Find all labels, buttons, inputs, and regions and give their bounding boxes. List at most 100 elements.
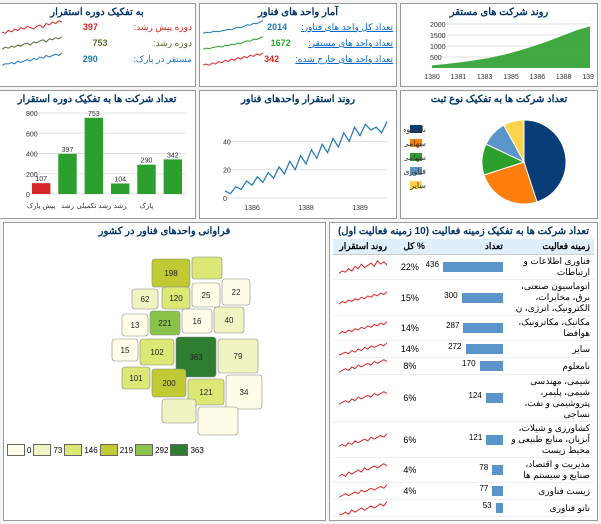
legend-item: 73 bbox=[33, 444, 62, 456]
svg-text:102: 102 bbox=[150, 348, 164, 357]
svg-text:فناوری: فناوری bbox=[404, 167, 426, 176]
svg-text:1380: 1380 bbox=[424, 74, 440, 80]
cell-field: شیمی، مهندسی شیمی، پلیمر، پتروشیمی و نفت… bbox=[507, 375, 594, 422]
choropleth-map: 1986212025221322116401510236379101200121… bbox=[92, 239, 322, 439]
svg-text:600: 600 bbox=[26, 131, 38, 138]
svg-text:رشد: رشد bbox=[114, 203, 127, 210]
svg-text:رشد تکمیلی: رشد تکمیلی bbox=[76, 202, 111, 210]
bar-chart: 0200400600800107پیش پارک397رشد753رشد تکم… bbox=[2, 107, 192, 212]
legend-item: 292 bbox=[135, 444, 168, 456]
svg-text:22: 22 bbox=[231, 288, 240, 297]
map-legend: 073146219292363 bbox=[7, 444, 322, 456]
table-row[interactable]: کشاورزی و شیلات، آبزیان، منابع طبیعی و م… bbox=[333, 422, 594, 458]
legend-item: 219 bbox=[100, 444, 133, 456]
stat-value: 1672 bbox=[271, 38, 301, 48]
trend-chart: 5001000150020001380138113831385138613881… bbox=[404, 20, 594, 80]
col-field: زمینه فعالیت bbox=[507, 239, 594, 255]
panel-activity: تعداد شرکت ها به تفکیک زمینه فعالیت (10 … bbox=[329, 222, 598, 521]
cell-count: 272 bbox=[429, 341, 507, 358]
table-row[interactable]: نانو فناوری 53 bbox=[333, 500, 594, 517]
stat-value: 342 bbox=[264, 54, 294, 64]
bottom-row: تعداد شرکت ها به تفکیک زمینه فعالیت (10 … bbox=[0, 222, 601, 524]
table-row[interactable]: نامعلوم 170 8% bbox=[333, 358, 594, 375]
cell-pct: 15% bbox=[391, 280, 429, 316]
cell-field: زیست فناوری bbox=[507, 483, 594, 500]
stage-label: دوره رشد: bbox=[153, 38, 192, 49]
svg-text:1388: 1388 bbox=[556, 74, 572, 80]
cell-trend bbox=[333, 375, 391, 422]
stage-row: مستقر در پارک: 290 bbox=[2, 52, 192, 66]
svg-text:15: 15 bbox=[120, 346, 129, 355]
stat-spark bbox=[203, 52, 263, 66]
cell-field: مکانیک، مکاترونیک، هوافضا bbox=[507, 316, 594, 341]
panel-bars-title: تعداد شرکت ها به تفکیک دوره استقرار bbox=[2, 94, 192, 105]
panel-trend-title: روند شرکت های مستقر bbox=[404, 7, 594, 18]
stat-value: 2014 bbox=[267, 22, 297, 32]
svg-text:پارک: پارک bbox=[140, 202, 154, 210]
activity-table: زمینه فعالیت تعداد % کل روند استقرار فنا… bbox=[333, 239, 594, 517]
svg-text:1383: 1383 bbox=[477, 74, 493, 80]
cell-count: 121 bbox=[429, 422, 507, 458]
panel-map: فراوانی واحدهای فناور در کشور 1986212025… bbox=[3, 222, 326, 521]
svg-text:1386: 1386 bbox=[244, 205, 260, 212]
stage-value: 753 bbox=[92, 38, 122, 48]
svg-text:200: 200 bbox=[162, 379, 176, 388]
stat-row: تعداد واحد های خارج شده: 342 bbox=[203, 52, 393, 66]
stat-label[interactable]: تعداد واحد های خارج شده: bbox=[295, 54, 393, 65]
cell-count: 287 bbox=[429, 316, 507, 341]
table-row[interactable]: فناوری اطلاعات و ارتباطات 436 22% bbox=[333, 255, 594, 280]
svg-text:نامعلوم: نامعلوم bbox=[404, 125, 426, 134]
svg-text:290: 290 bbox=[141, 158, 153, 165]
table-row[interactable]: اتوماسیون صنعتی، برق، مخابرات، الکترونیک… bbox=[333, 280, 594, 316]
svg-text:121: 121 bbox=[199, 388, 213, 397]
panel-stage-title: به تفکیک دوره استقرار bbox=[2, 7, 192, 18]
table-row[interactable]: سایر 272 14% bbox=[333, 341, 594, 358]
cell-count: 78 bbox=[429, 458, 507, 483]
panel-stats-title: آمار واحد های فناور bbox=[203, 7, 393, 18]
panel-flow-title: روند استقرار واحدهای فناور bbox=[203, 94, 393, 105]
stat-spark bbox=[203, 20, 263, 34]
cell-count: 170 bbox=[429, 358, 507, 375]
legend-item: 363 bbox=[170, 444, 203, 456]
table-row[interactable]: شیمی، مهندسی شیمی، پلیمر، پتروشیمی و نفت… bbox=[333, 375, 594, 422]
svg-text:397: 397 bbox=[62, 147, 74, 154]
cell-trend bbox=[333, 458, 391, 483]
svg-text:104: 104 bbox=[114, 176, 126, 183]
cell-field: اتوماسیون صنعتی، برق، مخابرات، الکترونیک… bbox=[507, 280, 594, 316]
flow-chart: 02040138613881389 bbox=[203, 107, 393, 212]
panel-bars: تعداد شرکت ها به تفکیک دوره استقرار 0200… bbox=[0, 90, 196, 219]
stat-label[interactable]: تعداد کل واحد های فناور: bbox=[301, 22, 393, 33]
cell-pct: 8% bbox=[391, 358, 429, 375]
cell-field: فناوری اطلاعات و ارتباطات bbox=[507, 255, 594, 280]
panel-activity-title: تعداد شرکت ها به تفکیک زمینه فعالیت (10 … bbox=[333, 226, 594, 237]
cell-pct: 22% bbox=[391, 255, 429, 280]
panel-flow: روند استقرار واحدهای فناور 0204013861388… bbox=[199, 90, 397, 219]
cell-trend bbox=[333, 500, 391, 517]
cell-count: 124 bbox=[429, 375, 507, 422]
cell-count: 436 bbox=[429, 255, 507, 280]
stage-spark bbox=[2, 20, 62, 34]
svg-text:0: 0 bbox=[223, 196, 227, 203]
svg-text:79: 79 bbox=[233, 352, 242, 361]
cell-trend bbox=[333, 255, 391, 280]
stat-row: تعداد کل واحد های فناور: 2014 bbox=[203, 20, 393, 34]
svg-text:16: 16 bbox=[192, 317, 201, 326]
stage-spark bbox=[2, 36, 62, 50]
svg-text:101: 101 bbox=[129, 374, 143, 383]
table-row[interactable]: مدیریت و اقتصاد، صنایع و سیستم ها 78 4% bbox=[333, 458, 594, 483]
table-row[interactable]: زیست فناوری 77 4% bbox=[333, 483, 594, 500]
table-header-row: زمینه فعالیت تعداد % کل روند استقرار bbox=[333, 239, 594, 255]
svg-text:1000: 1000 bbox=[430, 44, 446, 51]
legend-item: 146 bbox=[64, 444, 97, 456]
col-count: تعداد bbox=[429, 239, 507, 255]
cell-pct: 6% bbox=[391, 375, 429, 422]
svg-text:سهامی: سهامی bbox=[404, 139, 426, 148]
svg-text:34: 34 bbox=[239, 388, 248, 397]
cell-field: سایر bbox=[507, 341, 594, 358]
svg-text:198: 198 bbox=[164, 269, 178, 278]
stat-label[interactable]: تعداد واحد های مستقر: bbox=[308, 38, 393, 49]
svg-text:1500: 1500 bbox=[430, 33, 446, 40]
svg-text:13: 13 bbox=[130, 321, 139, 330]
table-row[interactable]: مکانیک، مکاترونیک، هوافضا 287 14% bbox=[333, 316, 594, 341]
cell-trend bbox=[333, 341, 391, 358]
